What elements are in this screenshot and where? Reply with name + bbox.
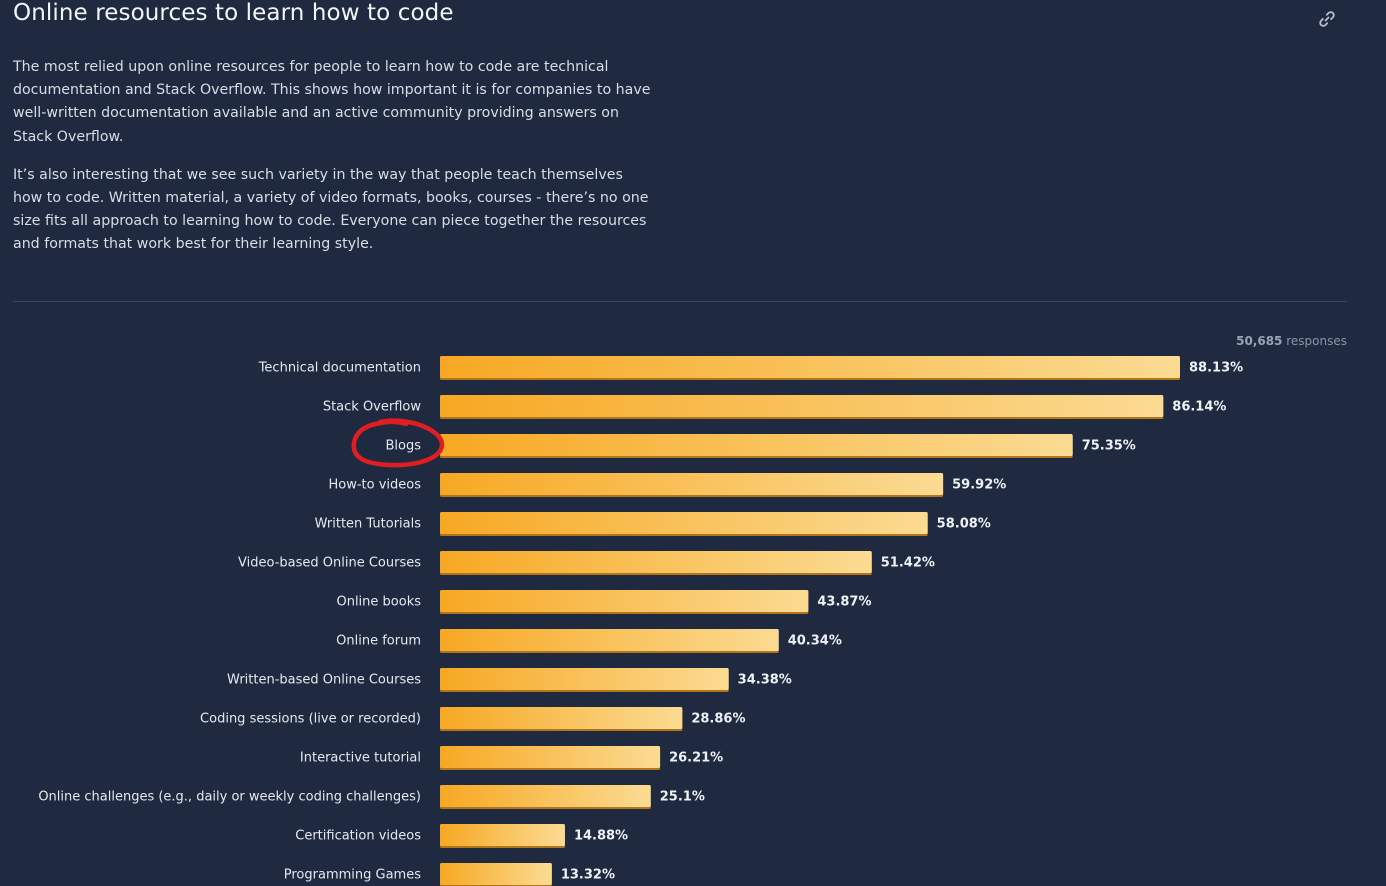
category-label-written-based-online-courses: Written-based Online Courses (227, 673, 421, 688)
bar-video-based-online-courses[interactable] (440, 551, 872, 573)
bar-stack-overflow[interactable] (440, 395, 1164, 417)
value-label-technical-documentation: 88.13% (1189, 361, 1243, 376)
category-label-video-based-online-courses: Video-based Online Courses (238, 556, 421, 571)
bar-blogs[interactable] (440, 434, 1073, 456)
category-label-blogs: Blogs (385, 439, 421, 454)
bar-coding-sessions-live-or-recorded[interactable] (440, 707, 683, 729)
value-label-written-based-online-courses: 34.38% (738, 673, 792, 688)
value-label-coding-sessions-live-or-recorded: 28.86% (691, 712, 745, 727)
value-label-how-to-videos: 59.92% (952, 478, 1006, 493)
value-label-interactive-tutorial: 26.21% (669, 751, 723, 766)
section-divider (13, 301, 1347, 302)
bar-certification-videos[interactable] (440, 824, 565, 846)
bar-written-based-online-courses[interactable] (440, 668, 729, 690)
value-label-online-forum: 40.34% (788, 634, 842, 649)
responses-number: 50,685 (1236, 334, 1283, 348)
value-label-online-books: 43.87% (817, 595, 871, 610)
value-label-blogs: 75.35% (1082, 439, 1136, 454)
value-label-programming-games: 13.32% (561, 868, 615, 883)
intro-text: The most relied upon online resources fo… (13, 56, 653, 272)
bar-chart: Technical documentation 88.13% Stack Overf… (38, 356, 1243, 886)
responses-label: responses (1286, 334, 1347, 348)
intro-paragraph-1: The most relied upon online resources fo… (13, 59, 651, 145)
bar-interactive-tutorial[interactable] (440, 746, 661, 768)
bar-programming-games[interactable] (440, 863, 552, 885)
category-label-online-books: Online books (336, 595, 421, 610)
category-label-how-to-videos: How-to videos (328, 478, 421, 493)
value-label-online-challenges-e-g-daily-or-weekly-coding-challenges: 25.1% (660, 790, 705, 805)
section-title: Online resources to learn how to code (13, 0, 454, 26)
link-icon[interactable] (1316, 8, 1338, 30)
category-label-coding-sessions-live-or-recorded: Coding sessions (live or recorded) (200, 712, 421, 727)
category-label-online-challenges-e-g-daily-or-weekly-coding-challenges: Online challenges (e.g., daily or weekly… (38, 790, 421, 805)
category-label-written-tutorials: Written Tutorials (315, 517, 422, 532)
intro-paragraph-2: It’s also interesting that we see such v… (13, 166, 649, 253)
category-label-certification-videos: Certification videos (295, 829, 421, 844)
bar-online-books[interactable] (440, 590, 809, 612)
bar-how-to-videos[interactable] (440, 473, 944, 495)
value-label-video-based-online-courses: 51.42% (881, 556, 935, 571)
responses-count: 50,685 responses (1236, 334, 1347, 348)
bar-online-forum[interactable] (440, 629, 779, 651)
category-label-technical-documentation: Technical documentation (258, 361, 421, 376)
bar-written-tutorials[interactable] (440, 512, 928, 534)
value-label-stack-overflow: 86.14% (1172, 400, 1226, 415)
category-label-interactive-tutorial: Interactive tutorial (300, 751, 421, 766)
value-label-certification-videos: 14.88% (574, 829, 628, 844)
category-label-online-forum: Online forum (336, 634, 421, 649)
value-label-written-tutorials: 58.08% (937, 517, 991, 532)
category-label-stack-overflow: Stack Overflow (323, 400, 422, 415)
bar-online-challenges-e-g-daily-or-weekly-coding-challenges[interactable] (440, 785, 651, 807)
bar-technical-documentation[interactable] (440, 356, 1180, 378)
category-label-programming-games: Programming Games (284, 868, 421, 883)
